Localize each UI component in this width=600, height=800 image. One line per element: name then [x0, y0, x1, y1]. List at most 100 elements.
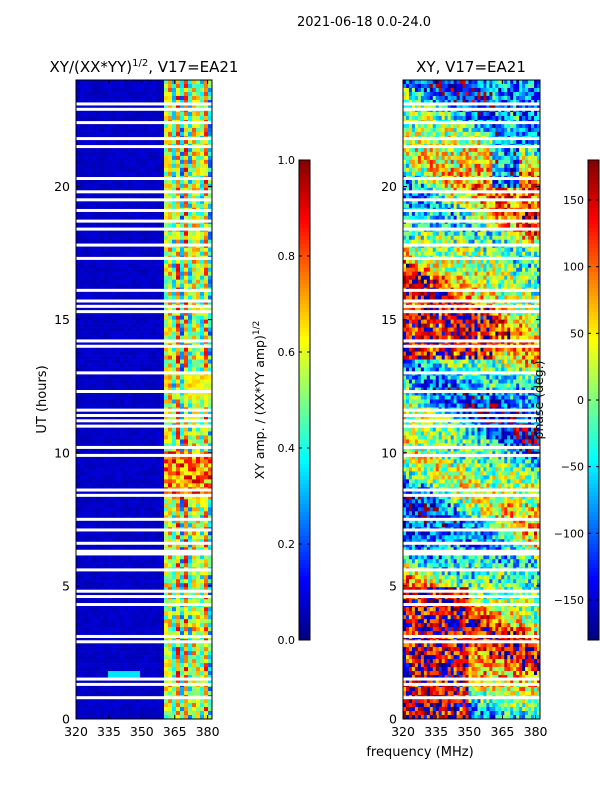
heatmap-cell [104, 395, 109, 400]
heatmap-cell [80, 619, 85, 624]
heatmap-cell [192, 323, 197, 328]
heatmap-cell [132, 631, 137, 636]
heatmap-cell [124, 459, 129, 464]
heatmap-cell [80, 111, 85, 117]
heatmap-cell [80, 307, 85, 312]
heatmap-cell [88, 223, 93, 229]
heatmap-cell [140, 251, 145, 257]
heatmap-cell [88, 239, 93, 245]
heatmap-cell [92, 451, 97, 456]
heatmap-cell [188, 199, 193, 205]
heatmap-cell [148, 355, 153, 360]
heatmap-cell [128, 379, 133, 384]
heatmap-cell [104, 199, 109, 205]
heatmap-cell [196, 139, 201, 145]
heatmap-cell [200, 463, 205, 468]
heatmap-cell [180, 531, 185, 536]
heatmap-cell [144, 623, 149, 628]
heatmap-cell [108, 80, 113, 85]
heatmap-cell [84, 355, 89, 360]
heatmap-cell [204, 399, 209, 404]
heatmap-cell [104, 223, 109, 229]
heatmap-cell [136, 647, 141, 652]
heatmap-cell [88, 171, 93, 177]
heatmap-cell [204, 367, 209, 372]
heatmap-cell [120, 315, 125, 320]
heatmap-cell [196, 435, 201, 440]
heatmap-cell [76, 455, 81, 460]
heatmap-cell [136, 283, 141, 289]
heatmap-cell [200, 627, 205, 632]
heatmap-cell [84, 447, 89, 452]
heatmap-cell [100, 167, 105, 173]
heatmap-cell [116, 259, 121, 265]
heatmap-cell [176, 99, 181, 105]
heatmap-cell [112, 563, 117, 568]
heatmap-cell [204, 467, 209, 472]
heatmap-cell [136, 663, 141, 668]
heatmap-cell [164, 231, 169, 237]
heatmap-cell [80, 631, 85, 636]
heatmap-cell [196, 80, 201, 85]
heatmap-cell [196, 535, 201, 540]
heatmap-cell [184, 359, 189, 364]
heatmap-cell [108, 467, 113, 472]
heatmap-cell [76, 475, 81, 480]
heatmap-cell [184, 167, 189, 173]
heatmap-cell [164, 523, 169, 528]
heatmap-cell [196, 187, 201, 193]
heatmap-cell [152, 211, 157, 217]
heatmap-cell [184, 491, 189, 496]
heatmap-cell [132, 495, 137, 500]
heatmap-cell [136, 127, 141, 133]
heatmap-cell [120, 519, 125, 524]
heatmap-cell [140, 647, 145, 652]
heatmap-cell [80, 611, 85, 616]
heatmap-cell [124, 247, 129, 253]
heatmap-cell [160, 539, 165, 544]
heatmap-cell [156, 503, 161, 508]
heatmap-cell [180, 87, 185, 93]
heatmap-cell [160, 447, 165, 452]
heatmap-cell [144, 327, 149, 332]
heatmap-cell [160, 139, 165, 145]
heatmap-cell [184, 435, 189, 440]
heatmap-cell [116, 599, 121, 604]
heatmap-cell [168, 583, 173, 588]
heatmap-cell [88, 395, 93, 400]
heatmap-cell [200, 503, 205, 508]
heatmap-cell [208, 271, 213, 277]
heatmap-cell [104, 495, 109, 500]
heatmap-cell [120, 179, 125, 185]
heatmap-cell [120, 431, 125, 436]
heatmap-cell [108, 279, 113, 285]
heatmap-cell [204, 447, 209, 452]
heatmap-cell [96, 563, 101, 568]
heatmap-cell [84, 123, 89, 129]
heatmap-cell [84, 579, 89, 584]
heatmap-cell [92, 523, 97, 528]
heatmap-cell [128, 171, 133, 177]
heatmap-cell [76, 587, 81, 592]
heatmap-cell [124, 583, 129, 588]
heatmap-cell [140, 587, 145, 592]
heatmap-cell [92, 463, 97, 468]
heatmap-cell [120, 359, 125, 364]
heatmap-cell [192, 159, 197, 165]
heatmap-cell [80, 495, 85, 500]
heatmap-cell [140, 443, 145, 448]
heatmap-cell [140, 623, 145, 628]
heatmap-cell [148, 463, 153, 468]
heatmap-cell [144, 167, 149, 173]
heatmap-cell [124, 279, 129, 285]
heatmap-cell [80, 171, 85, 177]
heatmap-cell [88, 507, 93, 512]
heatmap-cell [196, 279, 201, 285]
heatmap-cell [108, 415, 113, 420]
heatmap-cell [148, 223, 153, 229]
heatmap-cell [148, 363, 153, 368]
heatmap-cell [120, 83, 125, 89]
heatmap-cell [188, 123, 193, 129]
heatmap-cell [176, 503, 181, 508]
heatmap-cell [152, 267, 157, 273]
